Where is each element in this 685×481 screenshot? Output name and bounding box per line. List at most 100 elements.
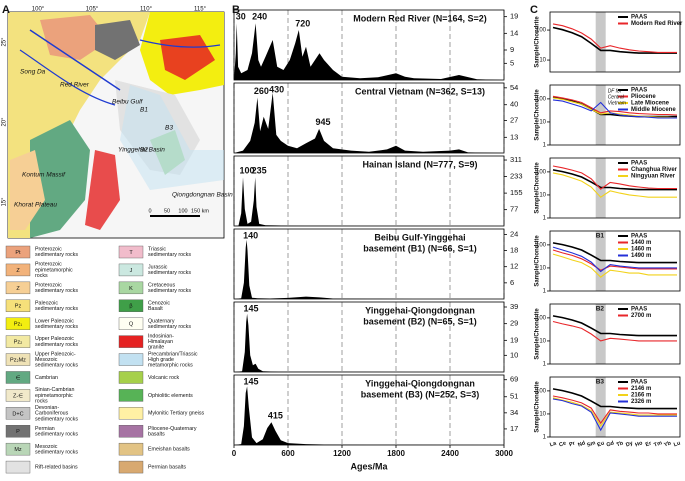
density-area — [234, 177, 504, 226]
y-tick-label: 100 — [536, 388, 547, 394]
legend-label: Volcanic rock — [148, 375, 180, 381]
legend-swatch — [5, 460, 31, 474]
map — [7, 11, 225, 239]
legend-swatch — [5, 442, 31, 456]
legend-swatch — [5, 317, 31, 330]
peak-label: 145 — [244, 303, 259, 313]
ree-line — [552, 242, 677, 264]
ree-line — [552, 246, 677, 273]
ree-line — [552, 23, 677, 53]
legend-code: Z — [16, 268, 20, 274]
panel-letter: A — [2, 4, 10, 16]
y-tick-label: 9 — [510, 45, 514, 54]
y-tick-label: 13 — [510, 132, 518, 141]
legend-swatch — [5, 371, 31, 384]
legend-label: Indosinian- — [148, 333, 174, 339]
legend-code: Pz₂Mz — [10, 357, 26, 363]
map-lon-label: 115° — [194, 7, 207, 13]
x-tick-label: Ho — [635, 440, 645, 448]
x-axis-label: Ages/Ma — [350, 461, 388, 471]
map-lat-label: 25° — [2, 37, 8, 47]
legend-label: Proterozoic — [35, 262, 62, 268]
legend-label: Sinian-Cambrian — [35, 387, 75, 393]
peak-label: 260 — [254, 86, 269, 96]
map-place-label: Song Da — [20, 69, 46, 76]
y-tick-label: 10 — [510, 350, 518, 359]
legend-swatch — [118, 335, 144, 348]
legend-label: Emeishan basalts — [148, 447, 190, 453]
ree-line — [552, 95, 678, 116]
legend-swatch — [118, 425, 144, 438]
legend-label: sedimentary rocks — [35, 416, 78, 422]
legend-label: sedimentary rocks — [35, 324, 78, 330]
peak-label: 235 — [252, 166, 267, 176]
y-tick-label: 1 — [543, 362, 547, 368]
y-tick-label: 10 — [539, 339, 546, 345]
legend-label: epimetamorphic — [35, 393, 73, 399]
legend-label: Paleozoic — [35, 300, 58, 306]
legend-label: Himalayan — [148, 339, 173, 345]
map-river — [19, 49, 116, 106]
legend-label: Jurassic — [148, 265, 168, 271]
chart-title: Yinggehai-Qiongdongnan — [365, 378, 475, 388]
legend-code: Pz — [15, 304, 22, 310]
peak-label: 145 — [244, 376, 259, 386]
map-place-label: Kontum Massif — [22, 172, 66, 179]
ree-line — [552, 172, 677, 198]
legend-code: Q — [129, 322, 134, 328]
legend-label: Permian — [35, 426, 55, 432]
legend-code: Pz₁ — [14, 322, 22, 328]
map-land — [10, 150, 45, 230]
legend-label: PAAS — [631, 161, 647, 167]
plot-frame — [233, 374, 505, 446]
map-sea — [120, 85, 224, 190]
ree-line — [552, 165, 677, 190]
y-tick-label: 19 — [510, 12, 518, 21]
annotation: DF for — [608, 88, 622, 94]
legend-label: High grade — [148, 357, 174, 363]
legend-swatch — [5, 389, 31, 402]
map-place-label: Qiongdongnan Basin — [172, 192, 233, 199]
legend-label: 1460 m — [631, 247, 651, 253]
legend-label: Mesozoic — [35, 444, 58, 450]
map-land — [30, 120, 90, 238]
y-tick-label: 1 — [543, 289, 547, 295]
map-place-label: Red River — [60, 82, 90, 89]
legend-swatch — [118, 281, 144, 295]
y-tick-label: 100 — [536, 242, 547, 248]
legend-label: Permian basalts — [148, 464, 186, 470]
legend-label: Precambrian/Triassic — [148, 351, 198, 357]
legend-label: epimetamorphic — [35, 267, 73, 273]
density-area — [234, 23, 504, 80]
ree-line — [552, 253, 677, 278]
map-scale-label: 100 — [178, 208, 187, 214]
legend-swatch — [118, 407, 144, 420]
legend-label: granite — [148, 345, 164, 351]
legend-label: Middle Miocene — [631, 107, 676, 113]
legend-swatch — [118, 353, 144, 366]
legend-label: Quaternary — [148, 318, 175, 324]
panel-sublabel: B1 — [596, 233, 605, 240]
y-tick-label: 311 — [510, 155, 522, 164]
legend-swatch — [118, 263, 144, 277]
x-tick-label: 3000 — [495, 449, 513, 458]
x-tick-label: 1200 — [333, 449, 351, 458]
legend-code: P — [16, 429, 20, 435]
legend-label: sedimentary rocks — [148, 252, 191, 258]
y-tick-label: 6 — [510, 278, 514, 287]
ree-line — [552, 320, 677, 342]
legend-code: Pt — [15, 250, 21, 256]
x-tick-label: Tb — [616, 440, 625, 448]
legend-label: sedimentary rocks — [148, 288, 191, 294]
ree-line — [552, 26, 677, 54]
map-place-label: B3 — [165, 125, 173, 132]
y-tick-label: 10 — [539, 266, 546, 272]
panel-sublabel: B2 — [596, 306, 605, 313]
legend-label: Ningyuan River — [631, 174, 676, 180]
legend-label: PAAS — [631, 15, 647, 21]
legend-code: J — [130, 268, 133, 274]
y-tick-label: 19 — [510, 335, 518, 344]
map-granite — [85, 150, 120, 230]
chart-title: Beibu Gulf-Yinggehai — [374, 232, 465, 242]
